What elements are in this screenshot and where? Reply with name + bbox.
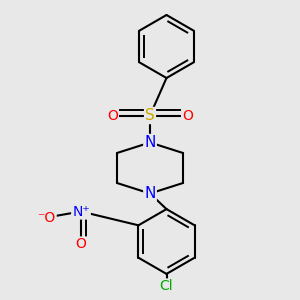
Text: O: O [182,109,193,122]
Text: N: N [144,135,156,150]
Text: N⁺: N⁺ [72,205,90,218]
Text: S: S [145,108,155,123]
Text: N: N [144,186,156,201]
Text: Cl: Cl [160,280,173,293]
Text: O: O [107,109,118,122]
Text: O: O [76,238,86,251]
Text: ⁻O: ⁻O [38,211,56,224]
